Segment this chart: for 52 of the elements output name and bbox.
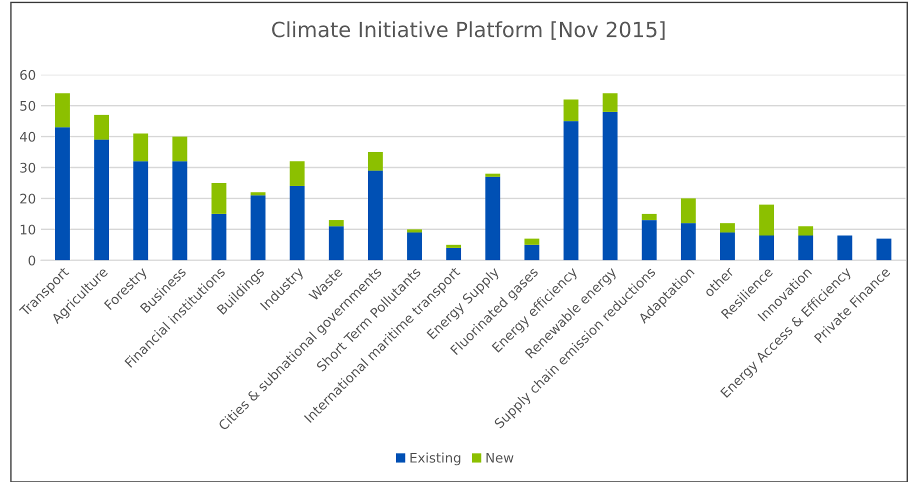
bar <box>55 127 70 260</box>
bar <box>602 93 618 112</box>
bar <box>328 226 344 260</box>
bar <box>876 238 892 260</box>
bar <box>250 192 266 196</box>
bar <box>798 226 814 236</box>
y-tick-label: 0 <box>28 256 36 266</box>
chart-title: Climate Initiative Platform [Nov 2015] <box>272 21 665 40</box>
bar <box>94 140 110 260</box>
y-tick-label: 10 <box>20 224 36 235</box>
bar <box>485 174 500 177</box>
legend-label: New <box>486 452 514 463</box>
bar <box>564 121 578 260</box>
bar <box>759 236 774 260</box>
bar <box>798 236 814 260</box>
y-tick-label: 60 <box>20 70 36 80</box>
bar <box>720 223 735 232</box>
bar <box>212 214 226 260</box>
bar <box>446 244 462 248</box>
bar <box>172 136 188 162</box>
bar <box>212 182 226 214</box>
bar <box>290 186 305 260</box>
bar <box>133 161 148 260</box>
bar <box>328 220 344 226</box>
bar <box>55 93 70 128</box>
bar <box>524 238 540 245</box>
bar <box>602 112 618 260</box>
y-tick-label: 20 <box>20 194 36 204</box>
bar <box>680 223 696 260</box>
bar <box>290 161 305 186</box>
y-tick-label: 40 <box>20 132 36 142</box>
bar <box>446 248 462 260</box>
bar <box>485 176 500 260</box>
bar <box>133 133 148 162</box>
bar <box>837 236 852 260</box>
bar <box>642 220 657 260</box>
bar <box>642 214 657 220</box>
bar <box>368 152 383 171</box>
bar <box>564 99 578 122</box>
bar <box>172 161 188 260</box>
y-tick-label: 30 <box>20 162 36 173</box>
bar <box>407 232 422 260</box>
bar <box>524 244 540 260</box>
legend-label: Existing <box>410 452 460 466</box>
y-tick-label: 50 <box>20 100 36 111</box>
bar <box>759 204 774 236</box>
bar <box>720 232 735 260</box>
bar <box>250 195 266 260</box>
bar <box>94 114 110 140</box>
bar <box>680 198 696 224</box>
bar <box>407 229 422 232</box>
bar <box>368 170 383 260</box>
